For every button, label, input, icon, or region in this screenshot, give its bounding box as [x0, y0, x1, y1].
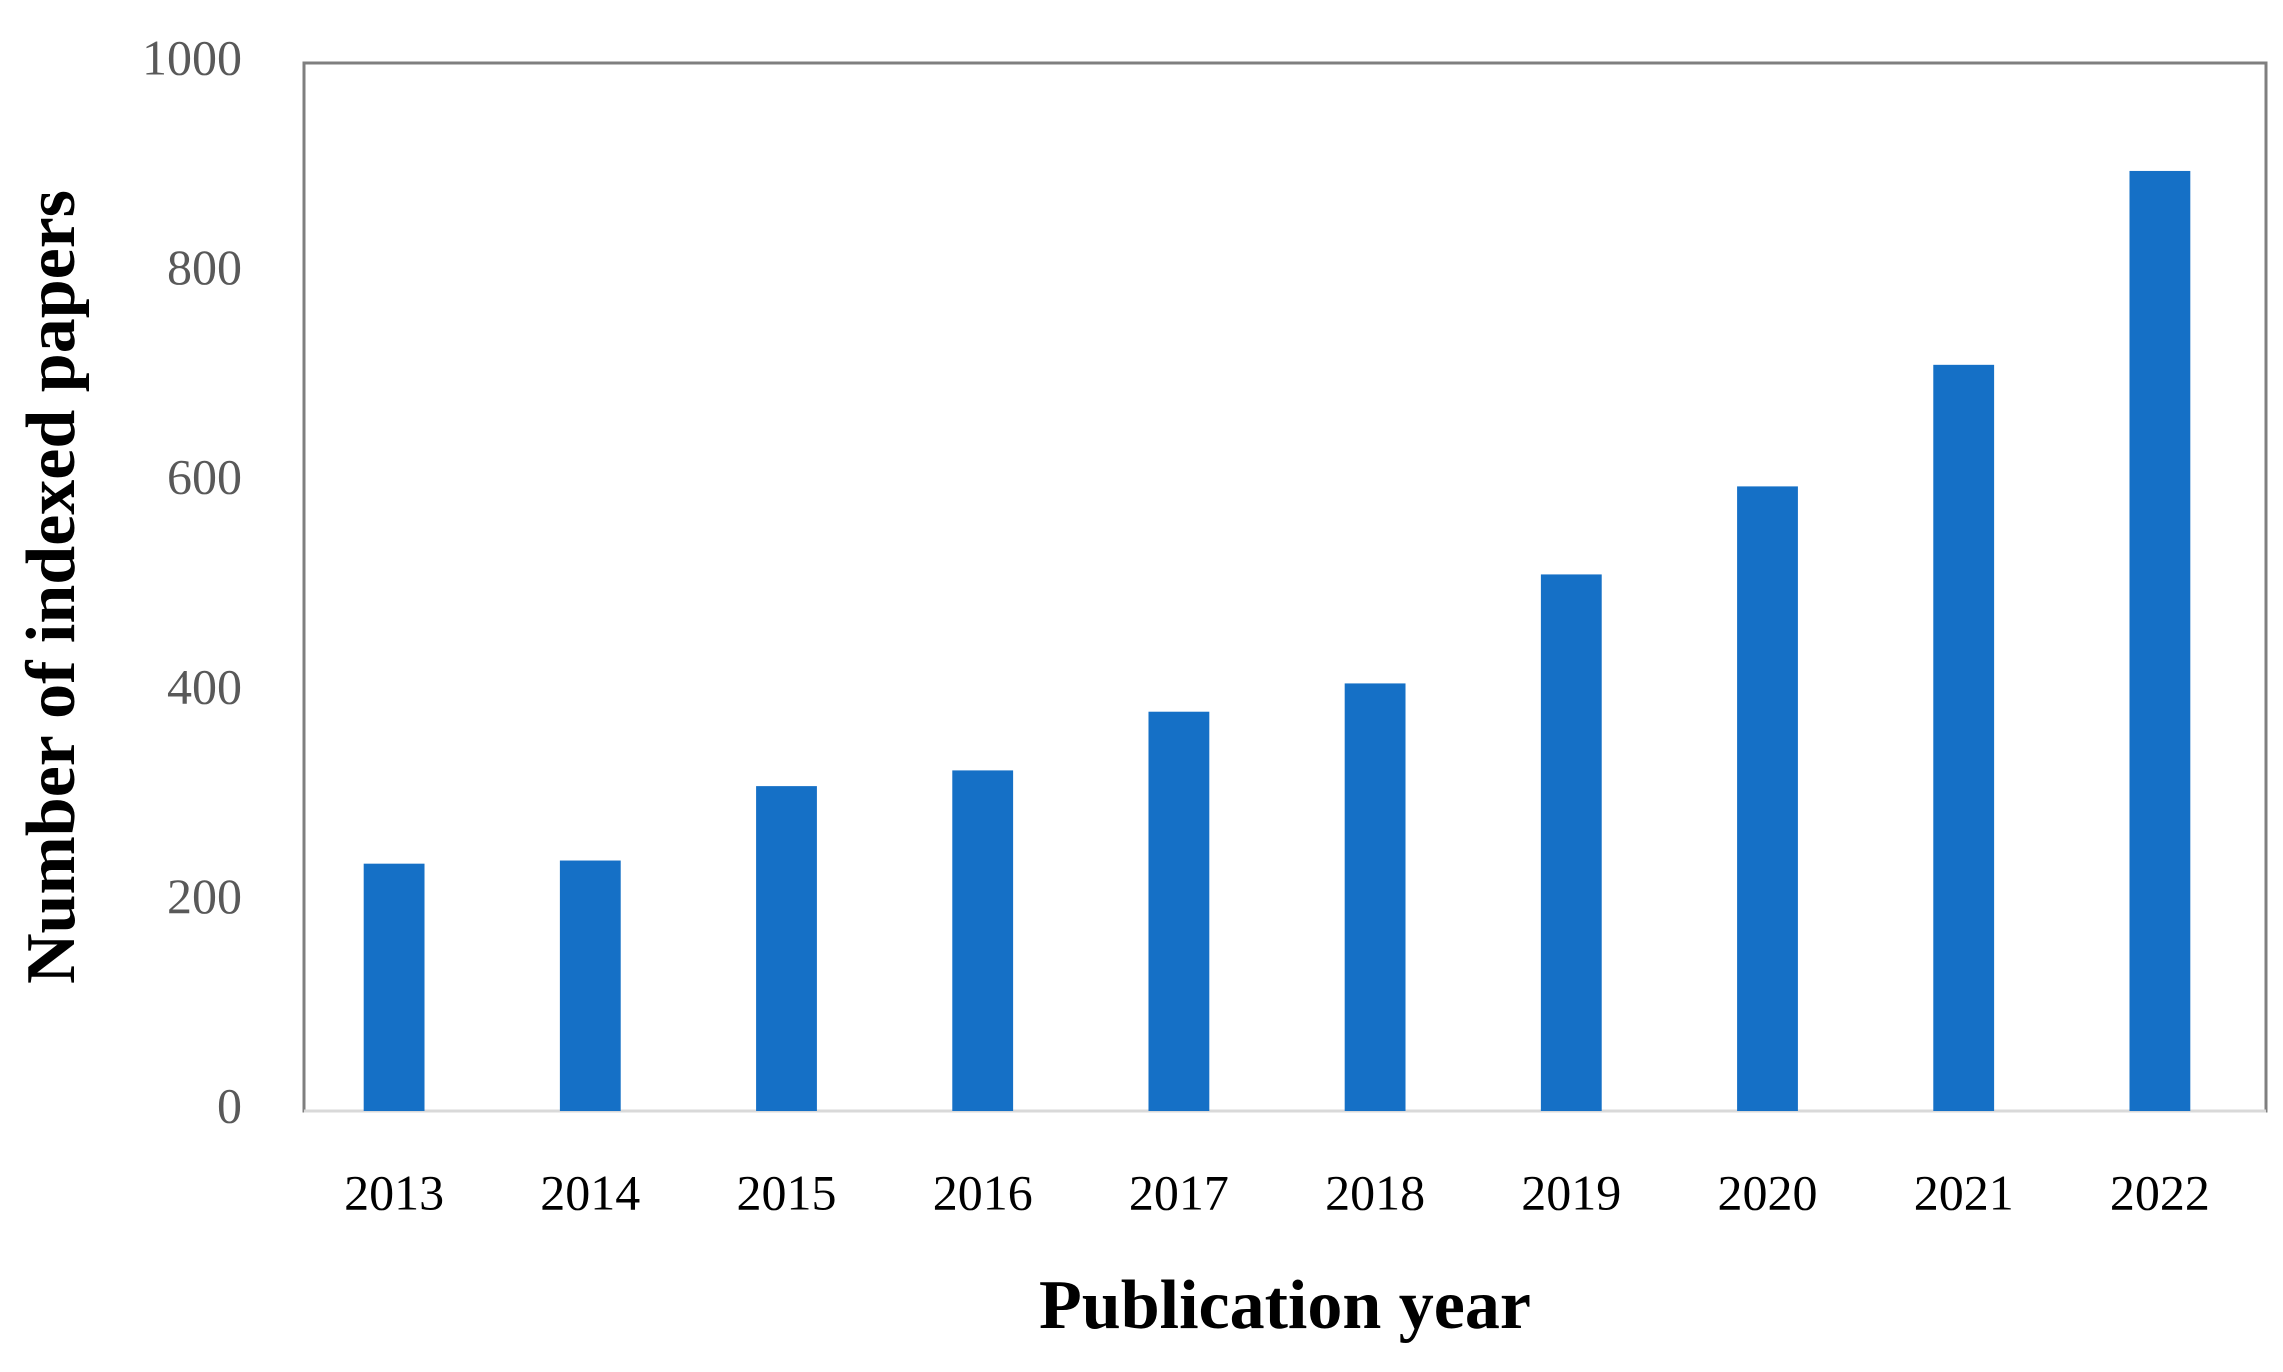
y-tick-label: 1000	[142, 29, 242, 85]
bar	[2129, 170, 2191, 1112]
x-axis-title: Publication year	[1039, 1267, 1531, 1344]
bar	[363, 863, 425, 1111]
x-tick-label: 2022	[2110, 1164, 2210, 1220]
y-tick-label: 800	[167, 239, 242, 295]
y-axis-title: Number of indexed papers	[13, 190, 90, 984]
bar	[952, 770, 1014, 1111]
x-tick-label: 2016	[933, 1164, 1033, 1220]
x-tick-label: 2021	[1914, 1164, 2014, 1220]
x-tick-label: 2020	[1718, 1164, 1818, 1220]
bar	[1933, 364, 1995, 1112]
x-tick-label: 2013	[344, 1164, 444, 1220]
bar	[1737, 486, 1798, 1112]
x-tick-label: 2019	[1521, 1164, 1621, 1220]
bar	[559, 860, 621, 1111]
bar	[756, 786, 817, 1111]
bar	[1148, 711, 1210, 1111]
x-tick-label: 2018	[1325, 1164, 1425, 1220]
y-tick-label: 600	[167, 449, 242, 505]
bar	[1344, 683, 1406, 1111]
y-tick-label: 200	[167, 868, 242, 924]
bar	[1540, 574, 1602, 1111]
x-tick-label: 2015	[737, 1164, 837, 1220]
x-tick-label: 2014	[540, 1164, 640, 1220]
x-tick-label: 2017	[1129, 1164, 1229, 1220]
y-tick-label: 400	[167, 658, 242, 714]
y-tick-label: 0	[217, 1077, 242, 1133]
